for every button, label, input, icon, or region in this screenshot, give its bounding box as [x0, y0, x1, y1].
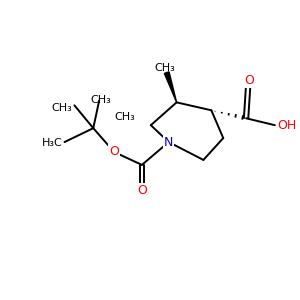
Text: H₃C: H₃C — [42, 138, 62, 148]
Text: CH₃: CH₃ — [154, 63, 175, 73]
Text: CH₃: CH₃ — [52, 103, 72, 113]
Text: CH₃: CH₃ — [91, 95, 112, 105]
Text: OH: OH — [277, 119, 296, 132]
Text: CH₃: CH₃ — [114, 112, 135, 122]
Text: N: N — [164, 136, 173, 148]
Text: O: O — [109, 146, 119, 158]
Polygon shape — [164, 72, 177, 102]
Text: O: O — [244, 74, 254, 87]
Text: O: O — [137, 184, 147, 197]
